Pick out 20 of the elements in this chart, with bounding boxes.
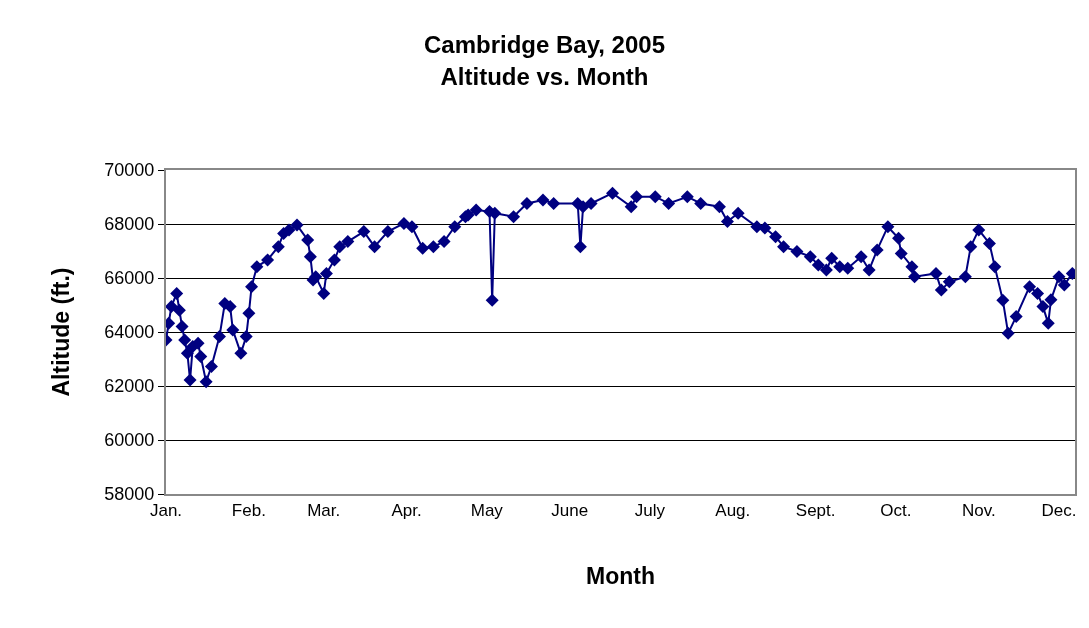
y-tick-label: 70000 [104, 160, 155, 181]
x-tick-label: May [470, 501, 504, 521]
x-tick-label: Nov. [961, 501, 996, 521]
x-tick-label: Feb. [231, 501, 266, 521]
x-tick-label: Sept. [795, 501, 836, 521]
y-tick-label: 60000 [104, 430, 155, 451]
x-tick-label: June [551, 501, 589, 521]
x-axis-title: Month [586, 562, 655, 589]
chart-title: Cambridge Bay, 2005 Altitude vs. Month [424, 31, 665, 90]
y-tick-label: 66000 [104, 268, 155, 289]
x-tick-label: Apr. [391, 501, 422, 521]
y-axis-title: Altitude (ft.) [48, 267, 75, 397]
x-tick-label: July [634, 501, 666, 521]
x-tick-label: Aug. [715, 501, 751, 521]
y-tick-label: 64000 [104, 322, 155, 343]
y-tick-label: 62000 [104, 376, 155, 397]
x-tick-label: Mar. [307, 501, 341, 521]
x-tick-label: Dec. [1041, 501, 1077, 521]
y-tick-label: 68000 [104, 214, 155, 235]
x-tick-label: Oct. [880, 501, 912, 521]
